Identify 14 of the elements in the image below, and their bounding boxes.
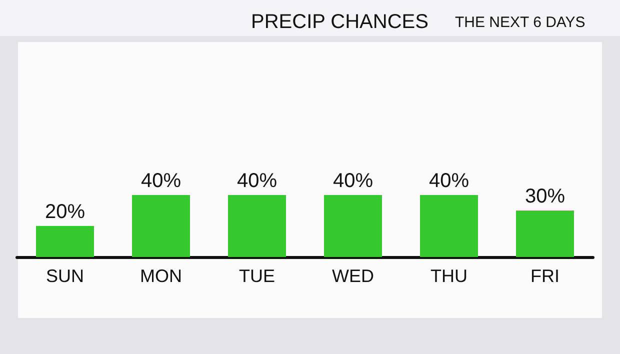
x-tick-label: SUN [46,266,84,286]
x-tick-label: TUE [239,266,275,286]
data-label: 40% [140,170,182,192]
x-tick-label: MON [140,266,182,286]
chart-title: PRECIP CHANCES [251,11,428,33]
x-tick-label: THU [430,266,468,286]
data-label: 30% [524,186,566,208]
chart-subtitle: THE NEXT 6 DAYS [455,14,586,31]
data-label: 40% [428,170,470,192]
data-label: 40% [236,170,278,192]
x-tick-label: WED [332,266,374,286]
data-label: 40% [332,170,374,192]
x-tick-label: FRI [530,266,560,286]
data-label: 20% [44,201,86,223]
